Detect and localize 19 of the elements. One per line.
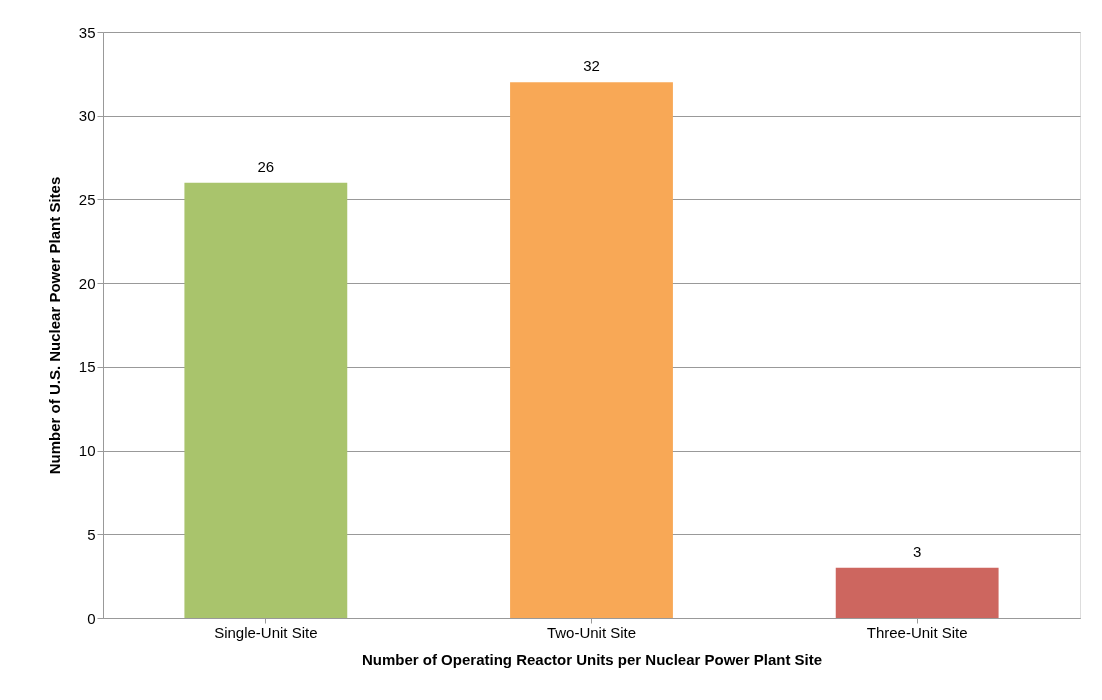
y-tick-label: 35: [78, 23, 96, 41]
y-tick-label: 10: [78, 442, 96, 460]
y-tick-label: 30: [78, 107, 96, 125]
x-axis-title: Number of Operating Reactor Units per Nuclear Power Plant Site: [361, 650, 823, 668]
x-tick-label: Two-Unit Site: [546, 623, 637, 641]
y-axis-title: Number of U.S. Nuclear Power Plant Sites: [45, 176, 63, 475]
bar: [835, 567, 999, 618]
bar: [184, 182, 348, 618]
data-label: 26: [257, 157, 275, 175]
x-tick-label: Single-Unit Site: [214, 623, 318, 641]
bar: [510, 82, 673, 618]
data-label: 3: [912, 542, 922, 560]
y-tick-label: 25: [78, 190, 96, 208]
y-tick-label: 20: [78, 274, 96, 292]
y-tick-label: 15: [78, 358, 96, 376]
y-tick-label: 5: [87, 525, 96, 543]
x-tick-label: Three-Unit Site: [866, 623, 968, 641]
y-tick-label: 0: [87, 609, 96, 627]
data-label: 32: [583, 57, 600, 75]
